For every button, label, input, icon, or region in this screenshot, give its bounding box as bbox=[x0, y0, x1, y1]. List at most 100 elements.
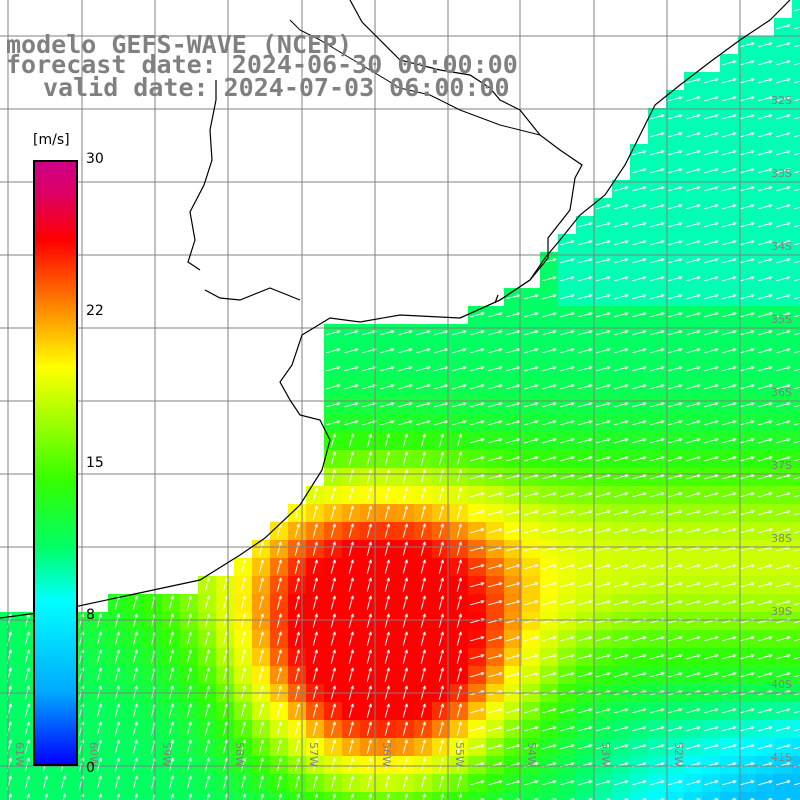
wind-arrow bbox=[686, 599, 701, 606]
wind-arrow bbox=[686, 221, 701, 228]
wind-arrow bbox=[366, 631, 373, 646]
wind-arrow bbox=[614, 293, 629, 300]
wind-arrow bbox=[470, 743, 485, 750]
wind-arrow bbox=[402, 631, 409, 646]
wind-arrow bbox=[686, 347, 701, 354]
wind-arrow bbox=[758, 329, 773, 336]
wind-arrow bbox=[132, 757, 139, 772]
wind-arrow bbox=[384, 505, 391, 520]
wind-arrow bbox=[470, 599, 485, 606]
wind-arrow bbox=[420, 541, 427, 556]
wind-arrow bbox=[632, 635, 647, 642]
wind-arrow bbox=[524, 455, 539, 462]
wind-arrow bbox=[114, 775, 121, 790]
wind-arrow bbox=[186, 631, 193, 646]
wind-arrow bbox=[384, 541, 391, 556]
wind-arrow bbox=[614, 329, 629, 336]
wind-arrow bbox=[704, 311, 719, 318]
wind-arrow bbox=[632, 185, 647, 192]
wind-arrow bbox=[240, 703, 247, 718]
wind-cell bbox=[792, 36, 800, 54]
wind-arrow bbox=[632, 311, 647, 318]
lat-label: 33S bbox=[771, 167, 792, 180]
wind-arrow bbox=[776, 743, 791, 750]
wind-arrow bbox=[776, 185, 791, 192]
wind-arrow bbox=[704, 185, 719, 192]
wind-arrow bbox=[366, 667, 373, 682]
wind-arrow bbox=[456, 451, 463, 466]
wind-arrow bbox=[650, 131, 665, 138]
wind-arrow bbox=[794, 620, 800, 624]
wind-arrow bbox=[488, 653, 503, 660]
wind-arrow bbox=[596, 491, 611, 498]
wind-arrow bbox=[524, 329, 539, 336]
wind-arrow bbox=[402, 433, 409, 448]
wind-arrow bbox=[722, 527, 737, 534]
wind-arrow bbox=[560, 239, 575, 246]
wind-arrow bbox=[276, 757, 283, 772]
wind-arrow bbox=[420, 739, 427, 754]
colorbar-unit: [m/s] bbox=[33, 132, 70, 148]
wind-cell bbox=[792, 486, 800, 504]
wind-arrow bbox=[348, 721, 355, 736]
wind-arrow bbox=[794, 332, 800, 336]
wind-arrow bbox=[240, 559, 247, 574]
lat-label: 40S bbox=[771, 678, 792, 691]
wind-arrow bbox=[614, 779, 629, 786]
wind-arrow bbox=[758, 239, 773, 246]
wind-arrow bbox=[704, 329, 719, 336]
wind-arrow bbox=[186, 721, 193, 736]
wind-arrow bbox=[362, 419, 377, 426]
wind-arrow bbox=[438, 721, 445, 736]
wind-arrow bbox=[614, 185, 629, 192]
wind-arrow bbox=[330, 541, 337, 556]
wind-arrow bbox=[722, 743, 737, 750]
wind-arrow bbox=[668, 185, 683, 192]
wind-arrow bbox=[524, 725, 539, 732]
wind-arrow bbox=[186, 703, 193, 718]
wind-arrow bbox=[668, 581, 683, 588]
wind-arrow bbox=[596, 293, 611, 300]
wind-arrow bbox=[614, 509, 629, 516]
wind-cell bbox=[576, 792, 594, 800]
wind-arrow bbox=[366, 775, 373, 790]
wind-arrow bbox=[240, 721, 247, 736]
wind-arrow bbox=[596, 383, 611, 390]
wind-arrow bbox=[668, 347, 683, 354]
wind-arrow bbox=[632, 203, 647, 210]
wind-arrow bbox=[758, 365, 773, 372]
wind-arrow bbox=[758, 257, 773, 264]
wind-arrow bbox=[258, 667, 265, 682]
wind-arrow bbox=[560, 257, 575, 264]
wind-arrow bbox=[596, 311, 611, 318]
wind-arrow bbox=[114, 631, 121, 646]
wind-arrow bbox=[542, 293, 557, 300]
wind-arrow bbox=[366, 433, 373, 448]
wind-arrow bbox=[560, 743, 575, 750]
wind-cell bbox=[504, 792, 522, 800]
wind-arrow bbox=[578, 419, 593, 426]
wind-arrow bbox=[704, 671, 719, 678]
lon-label: 55W bbox=[453, 742, 466, 767]
wind-arrow bbox=[542, 383, 557, 390]
wind-arrow bbox=[524, 671, 539, 678]
wind-arrow bbox=[542, 437, 557, 444]
wind-arrow bbox=[330, 505, 337, 520]
wind-arrow bbox=[402, 721, 409, 736]
wind-arrow bbox=[114, 667, 121, 682]
wind-arrow bbox=[186, 667, 193, 682]
wind-arrow bbox=[740, 113, 755, 120]
wind-arrow bbox=[438, 595, 445, 610]
wind-arrow bbox=[776, 203, 791, 210]
wind-arrow bbox=[668, 149, 683, 156]
wind-arrow bbox=[380, 419, 395, 426]
wind-arrow bbox=[614, 599, 629, 606]
wind-arrow bbox=[758, 581, 773, 588]
wind-arrow bbox=[60, 775, 67, 790]
wind-arrow bbox=[96, 667, 103, 682]
wind-arrow bbox=[758, 203, 773, 210]
wind-arrow bbox=[524, 743, 539, 750]
wind-arrow bbox=[722, 59, 737, 66]
wind-arrow bbox=[776, 419, 791, 426]
wind-arrow bbox=[596, 563, 611, 570]
